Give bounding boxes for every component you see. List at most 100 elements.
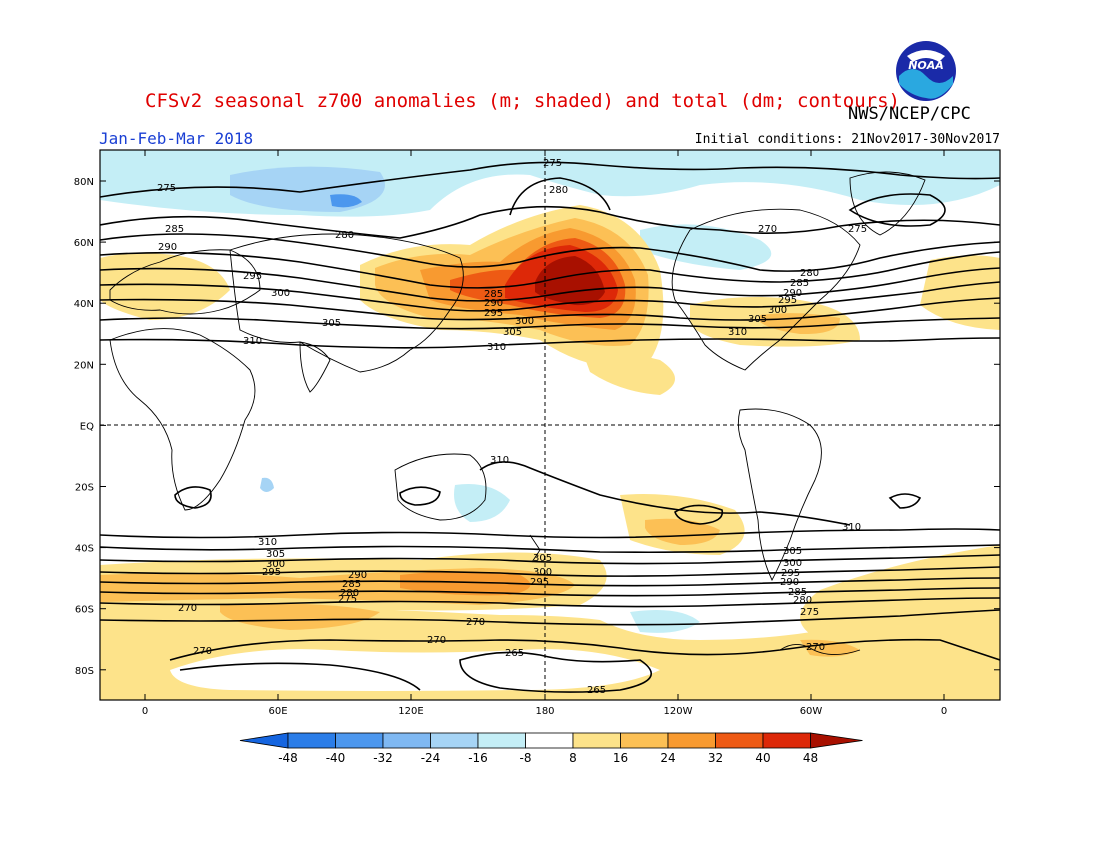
- colorbar-label: 40: [755, 751, 770, 765]
- lat-label: 40S: [75, 544, 94, 555]
- lat-label: EQ: [80, 421, 94, 432]
- colorbar-segment: [477, 732, 526, 749]
- lon-label: 0: [142, 706, 148, 717]
- contour-label: 290: [348, 570, 367, 581]
- colorbar-segment: [287, 732, 336, 749]
- coastlines: [109, 171, 926, 655]
- chart-title: CFSv2 seasonal z700 anomalies (m; shaded…: [145, 90, 900, 112]
- contour-label: 295: [262, 567, 281, 578]
- colorbar-label: -16: [468, 751, 488, 765]
- colorbar-segment: [762, 732, 811, 749]
- contour-label: 295: [778, 295, 797, 306]
- contour-label: 295: [781, 568, 800, 579]
- map-frame: [99, 149, 1001, 701]
- lat-label: 80S: [75, 666, 94, 677]
- colorbar-segment: [335, 732, 384, 749]
- contour-label: 310: [490, 455, 509, 466]
- colorbar-segment: [525, 732, 574, 749]
- contour-label: 300: [515, 316, 534, 327]
- colorbar-label: 24: [660, 751, 675, 765]
- contour-label: 280: [549, 185, 568, 196]
- contour-label: 305: [533, 553, 552, 564]
- contour-label: 300: [271, 288, 290, 299]
- contour-label: 305: [322, 318, 341, 329]
- colorbar-label: -8: [520, 751, 532, 765]
- contour-label: 270: [806, 642, 825, 653]
- contour-label: 290: [783, 288, 802, 299]
- contour-label: 275: [543, 158, 562, 169]
- lat-label: 40N: [74, 299, 94, 310]
- noaa-logo-icon: NOAA: [896, 41, 956, 101]
- contour-label: 270: [466, 617, 485, 628]
- reference-lines: [100, 150, 1000, 700]
- contour-label: 295: [484, 308, 503, 319]
- colorbar-segment: [715, 732, 764, 749]
- contour-label: 305: [783, 546, 802, 557]
- contour-label: 290: [158, 242, 177, 253]
- contour-label: 300: [768, 305, 787, 316]
- contour-labels: 275 275 275 280 280 280 285 285 285 290 …: [157, 158, 867, 696]
- contour-label: 285: [790, 278, 809, 289]
- initial-conditions-label: Initial conditions: 21Nov2017-30Nov2017: [694, 132, 1000, 147]
- lat-label: 20N: [74, 360, 94, 371]
- lon-label: 0: [941, 706, 947, 717]
- contour-label: 285: [165, 224, 184, 235]
- colorbar-label: -24: [421, 751, 441, 765]
- colorbar-label: 32: [708, 751, 723, 765]
- colorbar-label: 48: [803, 751, 818, 765]
- contour-label: 285: [342, 579, 361, 590]
- colorbar-arrow-right: [810, 732, 863, 749]
- colorbar-segment: [382, 732, 431, 749]
- contour-label: 275: [157, 183, 176, 194]
- colorbar-segment: [430, 732, 479, 749]
- contour-label: 300: [266, 559, 285, 570]
- contour-label: 310: [728, 327, 747, 338]
- height-contours: [100, 161, 1000, 693]
- contour-label: 305: [748, 314, 767, 325]
- contour-label: 310: [842, 522, 861, 533]
- contour-label: 280: [340, 588, 359, 599]
- anomaly-shading: [100, 150, 1000, 700]
- colorbar-segment: [667, 732, 716, 749]
- contour-label: 270: [178, 603, 197, 614]
- contour-label: 310: [487, 342, 506, 353]
- contour-label: 305: [266, 549, 285, 560]
- lon-label: 120E: [398, 706, 423, 717]
- contour-label: 310: [243, 336, 262, 347]
- colorbar-label: 8: [569, 751, 577, 765]
- contour-label: 265: [587, 685, 606, 696]
- contour-label: 285: [484, 289, 503, 300]
- colorbar-label: -48: [278, 751, 298, 765]
- contour-label: 295: [243, 271, 262, 282]
- colorbar-label: -32: [373, 751, 393, 765]
- contour-label: 275: [338, 594, 357, 605]
- logo-text: NOAA: [908, 59, 944, 72]
- contour-label: 280: [335, 230, 354, 241]
- colorbar-arrow-left: [239, 732, 289, 749]
- colorbar-label: 16: [613, 751, 628, 765]
- longitude-axis: 0 60E 120E 180 120W 60W 0: [142, 150, 947, 717]
- lon-label: 180: [535, 706, 554, 717]
- lat-label: 60N: [74, 238, 94, 249]
- colorbar: -48 -40 -32 -24 -16 -8 8 16 24 32 40 48: [239, 732, 863, 765]
- contour-label: 270: [193, 646, 212, 657]
- contour-label: 270: [427, 635, 446, 646]
- contour-label: 275: [848, 224, 867, 235]
- lon-label: 120W: [664, 706, 693, 717]
- lon-label: 60W: [800, 706, 823, 717]
- contour-label: 265: [505, 648, 524, 659]
- contour-label: 280: [793, 595, 812, 606]
- latitude-axis: 80N 60N 40N 20N EQ 20S 40S 60S 80S: [74, 177, 1000, 677]
- colorbar-label: -40: [326, 751, 346, 765]
- colorbar-segment: [572, 732, 621, 749]
- contour-label: 290: [484, 298, 503, 309]
- period-label: Jan-Feb-Mar 2018: [99, 129, 254, 148]
- contour-label: 300: [783, 558, 802, 569]
- contour-label: 295: [530, 577, 549, 588]
- contour-label: 305: [503, 327, 522, 338]
- agency-label: NWS/NCEP/CPC: [848, 104, 971, 124]
- contour-label: 285: [788, 587, 807, 598]
- contour-label: 275: [800, 607, 819, 618]
- contour-label: 300: [533, 567, 552, 578]
